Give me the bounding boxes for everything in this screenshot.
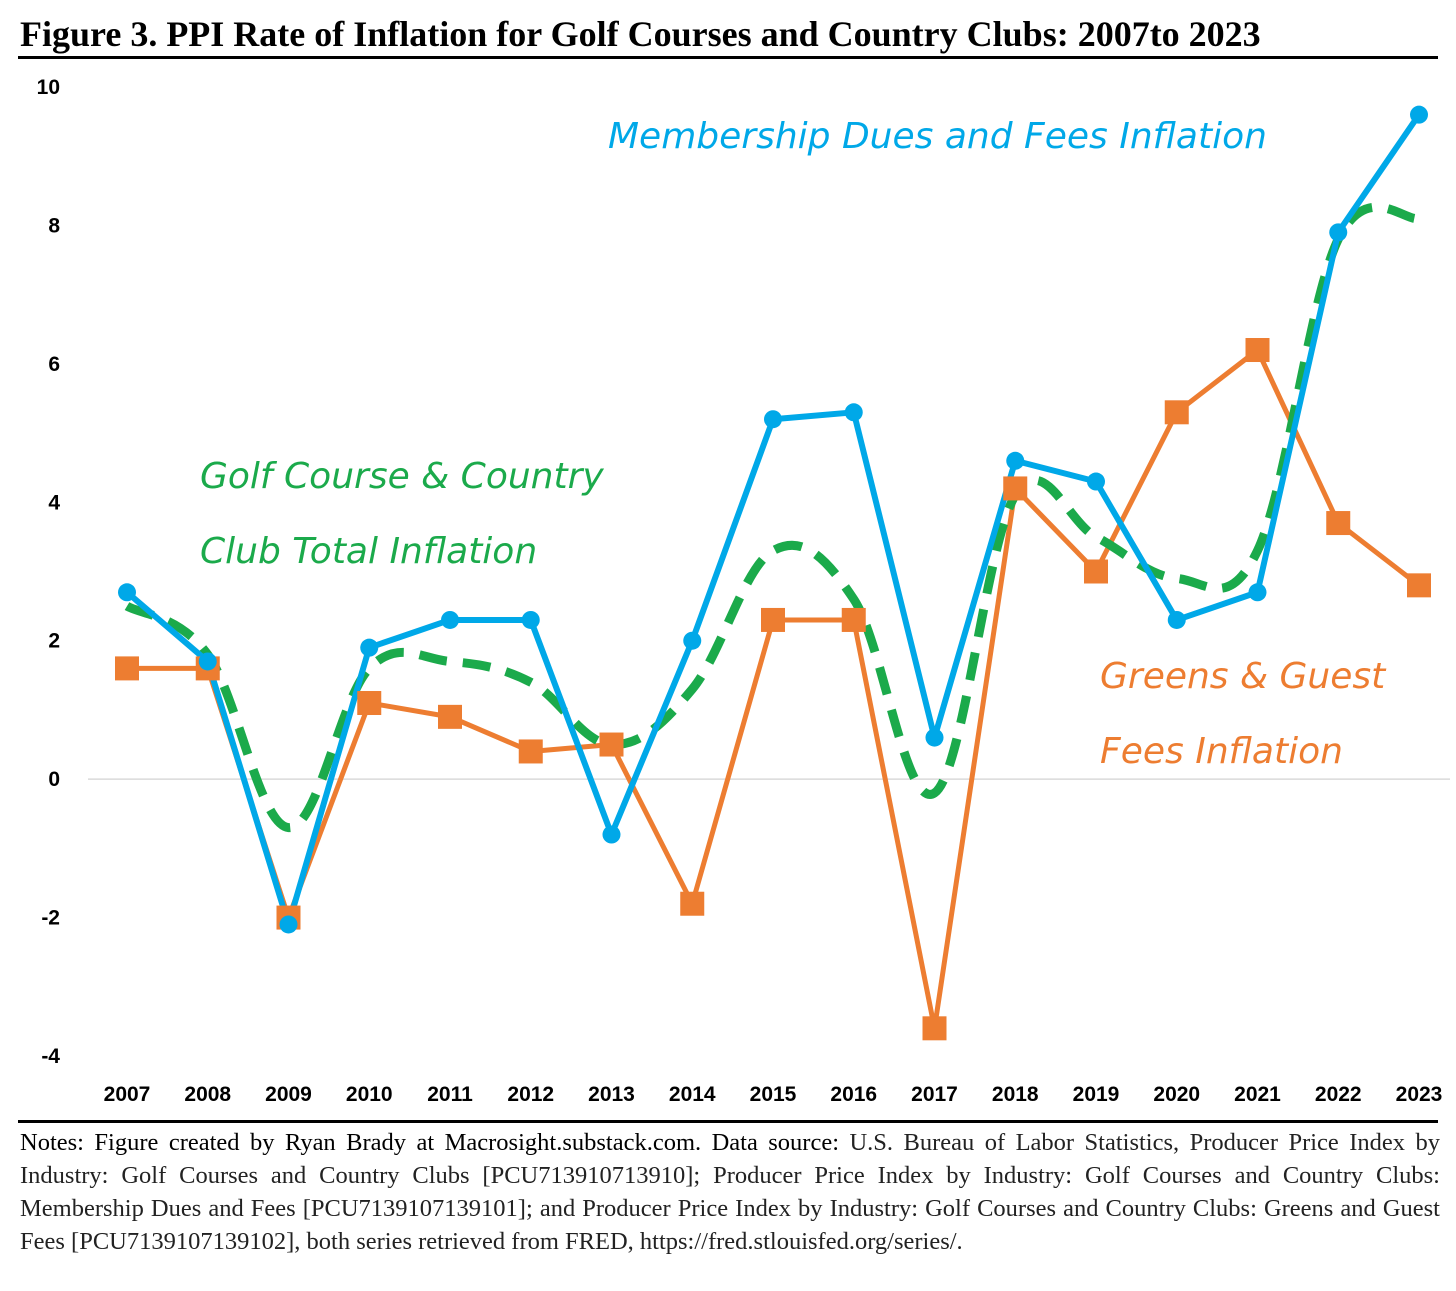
x-tick-label: 2012 [507,1083,554,1106]
series-layer [115,105,1431,1041]
total-annotation-line2: Club Total Inflation [200,531,537,572]
membership-fees-marker [360,638,379,657]
greens-fees-marker [1326,511,1351,536]
figure-notes: Notes: Figure created by Ryan Brady at M… [20,1126,1440,1258]
membership-fees-marker [1329,223,1348,242]
y-axis-ticks: -4 -2 0 2 4 6 8 10 [37,76,61,1068]
greens-fees-marker [1164,400,1189,425]
greens-fees-marker [1084,559,1108,584]
greens-fees-marker [680,891,705,916]
y-tick-label: 6 [48,353,60,376]
y-tick-label: 0 [48,768,60,791]
x-tick-label: 2013 [588,1083,635,1106]
membership-annotation: Membership Dues and Fees Inflation [608,116,1267,157]
x-tick-label: 2015 [750,1083,797,1106]
membership-fees-marker [1410,105,1428,124]
y-tick-label: -4 [41,1045,60,1068]
y-tick-label: 2 [48,630,60,653]
greens-fees-marker [438,704,462,729]
x-tick-label: 2021 [1234,1083,1281,1106]
membership-fees-marker [1167,610,1186,629]
y-tick-label: -2 [41,907,60,930]
greens-fees-marker [841,607,866,632]
membership-fees-marker [118,583,136,602]
x-tick-label: 2020 [1153,1083,1200,1106]
greens-fees-marker [518,739,543,764]
x-tick-label: 2010 [346,1083,393,1106]
x-tick-label: 2022 [1315,1083,1362,1106]
x-tick-label: 2009 [265,1083,312,1106]
x-tick-label: 2014 [669,1083,716,1106]
membership-fees-marker [602,825,621,844]
membership-fees-marker [198,652,217,671]
y-tick-label: 8 [48,214,60,237]
x-tick-label: 2019 [1073,1083,1120,1106]
x-tick-label: 2018 [992,1083,1039,1106]
membership-fees-marker [925,728,944,747]
notes-body: U.S. Bureau of Labor Statistics, Produce… [20,1129,1440,1255]
x-tick-label: 2017 [911,1083,958,1106]
notes-lead: Notes: Figure created by Ryan Brady at M… [20,1129,840,1156]
y-tick-label: 4 [48,491,60,514]
membership-fees-marker [521,610,540,629]
total-annotation-line1: Golf Course & Country [200,456,604,497]
greens-annotation-line2: Fees Inflation [1100,731,1343,772]
line-chart: -4 -2 0 2 4 6 8 10 2007 2008 2009 2010 2011 2012 2013… [37,76,1450,1106]
greens-fees-marker [761,607,785,632]
x-tick-label: 2011 [427,1083,473,1106]
y-tick-label: 10 [37,76,60,99]
membership-fees-marker [279,915,298,934]
greens-fees-marker [599,732,624,757]
greens-annotation-line1: Greens & Guest [1100,656,1387,697]
membership-fees-marker [1087,472,1105,491]
chart-title: Figure 3. PPI Rate of Inflation for Golf… [20,14,1261,54]
membership-fees-marker [1248,583,1267,602]
membership-fees-marker [1006,451,1025,470]
greens-fees-marker [357,691,382,716]
title-rule [18,56,1438,59]
x-tick-label: 2016 [830,1083,877,1106]
greens-fees-marker [115,656,139,681]
greens-fees-marker [1245,338,1270,363]
greens-fees-marker [922,1016,947,1041]
total-inflation-line [124,202,1421,833]
x-tick-label: 2008 [184,1083,231,1106]
membership-fees-line [125,112,1422,928]
x-axis-ticks: 2007 2008 2009 2010 2011 2012 2013 2014 2015 2016… [104,1083,1443,1106]
greens-fees-marker [1407,573,1431,598]
membership-fees-marker [683,631,702,650]
membership-fees-marker [844,403,863,422]
notes-rule [18,1120,1438,1123]
x-tick-label: 2023 [1396,1083,1443,1106]
membership-fees-marker [764,410,782,429]
membership-fees-marker [441,610,459,629]
x-tick-label: 2007 [104,1083,151,1106]
greens-fees-marker [1003,476,1028,501]
